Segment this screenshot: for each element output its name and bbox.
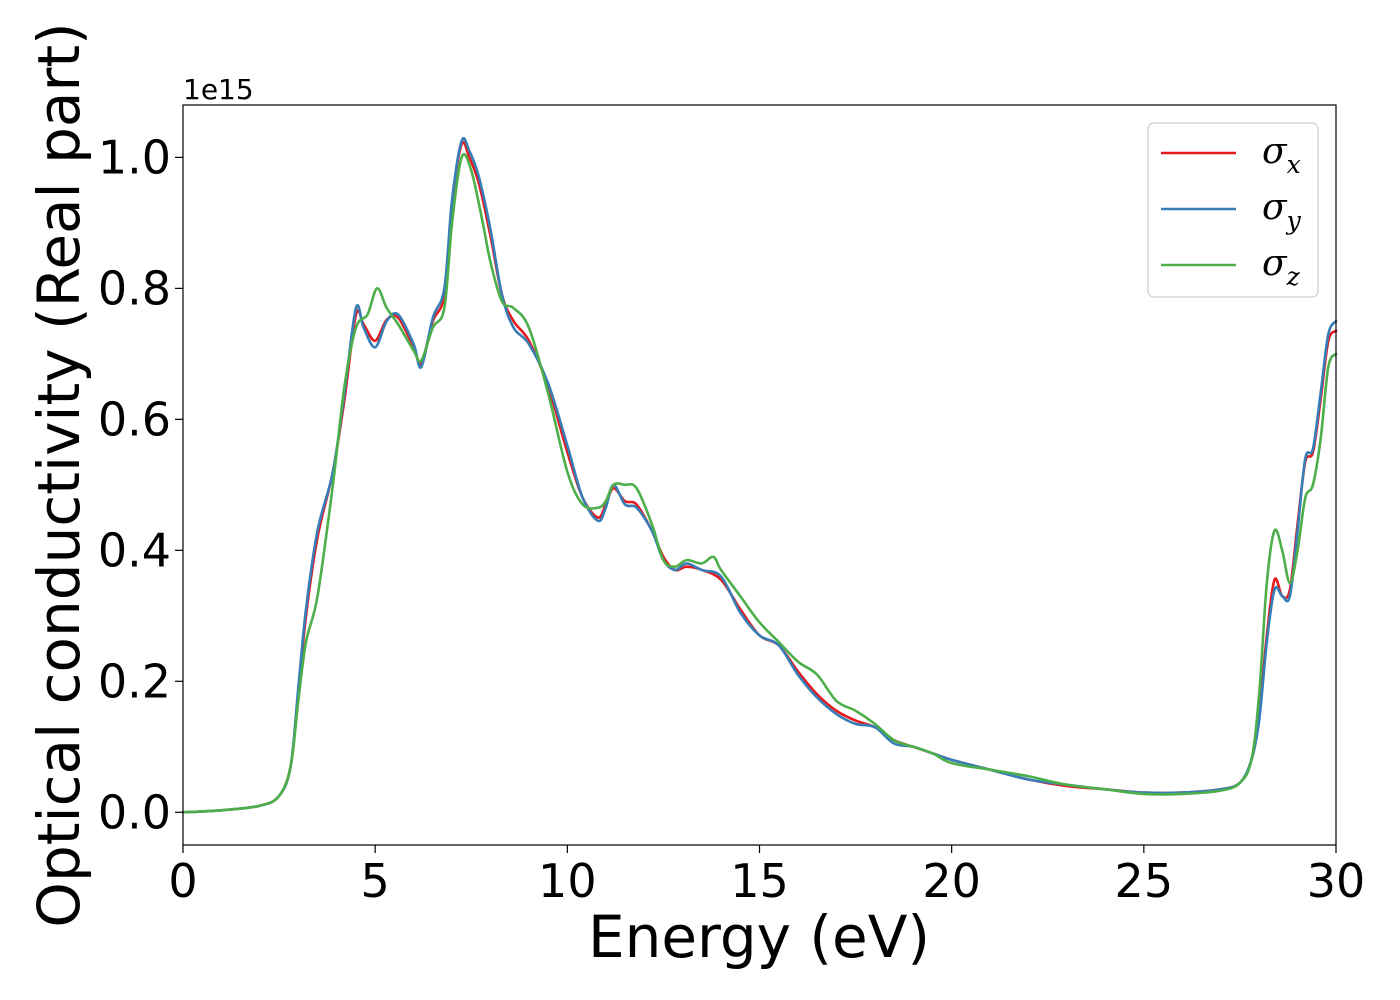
x-tick-label: 30 [1307, 854, 1366, 908]
legend-label-y: σy [1262, 187, 1302, 235]
x-axis-title: Energy (eV) [588, 903, 930, 971]
y-tick-label: 1.0 [98, 130, 171, 184]
x-tick-label: 25 [1115, 854, 1174, 908]
y-tick-label: 0.6 [98, 392, 171, 446]
legend-label-x: σx [1262, 131, 1301, 179]
y-axis: 0.0 0.2 0.4 0.6 0.8 1.0 [98, 130, 183, 839]
x-axis: 0 5 10 15 20 25 30 [168, 845, 1365, 908]
series-line-z [181, 152, 1338, 814]
y-tick-label: 0.0 [98, 785, 171, 839]
x-tick-label: 15 [730, 854, 789, 908]
y-tick-label: 0.2 [98, 654, 171, 708]
y-tick-label: 0.8 [98, 261, 171, 315]
y-axis-title: Optical conductivity (Real part) [25, 22, 93, 927]
x-tick-label: 5 [361, 854, 390, 908]
x-tick-label: 0 [168, 854, 197, 908]
x-tick-label: 20 [922, 854, 981, 908]
x-tick-label: 10 [538, 854, 597, 908]
series-layer [181, 136, 1338, 814]
plot-background [183, 105, 1336, 845]
legend-label-z: σz [1262, 243, 1301, 291]
y-offset-label: 1e15 [183, 73, 254, 106]
legend: σx σy σz [1147, 122, 1319, 298]
y-tick-label: 0.4 [98, 523, 171, 577]
